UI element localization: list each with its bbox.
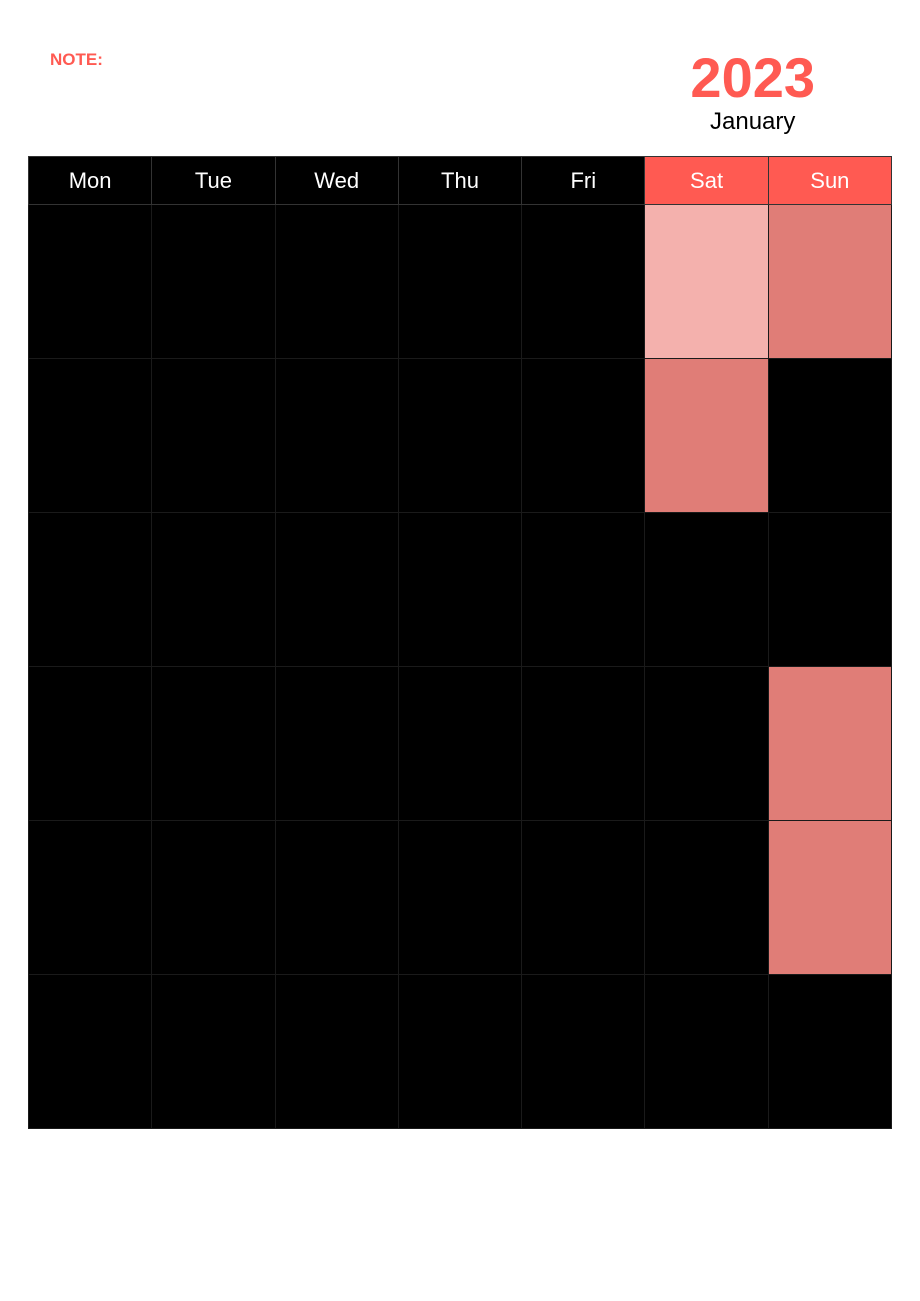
calendar-cell <box>768 359 891 513</box>
calendar-cell <box>398 821 521 975</box>
calendar-cell <box>522 667 645 821</box>
day-header-tue: Tue <box>152 157 275 205</box>
day-header-sat: Sat <box>645 157 768 205</box>
calendar-cell <box>522 821 645 975</box>
month-title: January <box>690 108 815 136</box>
calendar-row <box>29 667 892 821</box>
calendar-cell <box>398 359 521 513</box>
calendar-row <box>29 513 892 667</box>
calendar-cell <box>768 205 891 359</box>
calendar-cell <box>152 821 275 975</box>
calendar-row <box>29 205 892 359</box>
calendar-cell <box>29 821 152 975</box>
day-header-fri: Fri <box>522 157 645 205</box>
note-label: NOTE: <box>50 50 103 70</box>
day-header-wed: Wed <box>275 157 398 205</box>
day-header-sun: Sun <box>768 157 891 205</box>
title-block: 2023 January <box>690 50 880 136</box>
calendar-cell <box>645 975 768 1129</box>
day-header-row: MonTueWedThuFriSatSun <box>29 157 892 205</box>
calendar-cell <box>398 667 521 821</box>
calendar-cell <box>275 359 398 513</box>
calendar-cell <box>275 975 398 1129</box>
calendar-cell <box>645 513 768 667</box>
calendar-cell <box>152 513 275 667</box>
calendar-cell <box>768 975 891 1129</box>
calendar-cell <box>29 667 152 821</box>
calendar-cell <box>29 513 152 667</box>
calendar-body <box>29 205 892 1129</box>
calendar-cell <box>398 513 521 667</box>
calendar-cell <box>152 975 275 1129</box>
calendar-row <box>29 821 892 975</box>
calendar-cell <box>522 975 645 1129</box>
day-header-mon: Mon <box>29 157 152 205</box>
calendar-cell <box>275 821 398 975</box>
calendar-cell <box>645 667 768 821</box>
calendar-grid: MonTueWedThuFriSatSun <box>28 156 892 1129</box>
calendar-cell <box>522 205 645 359</box>
calendar-cell <box>645 359 768 513</box>
calendar-cell <box>398 205 521 359</box>
calendar-cell <box>152 205 275 359</box>
day-header-thu: Thu <box>398 157 521 205</box>
calendar-cell <box>522 359 645 513</box>
calendar-cell <box>275 667 398 821</box>
calendar-header: NOTE: 2023 January <box>0 0 920 156</box>
calendar-cell <box>645 821 768 975</box>
calendar-cell <box>645 205 768 359</box>
calendar-cell <box>398 975 521 1129</box>
calendar-cell <box>768 513 891 667</box>
calendar-cell <box>275 513 398 667</box>
calendar-cell <box>152 667 275 821</box>
calendar-cell <box>768 667 891 821</box>
calendar-cell <box>29 975 152 1129</box>
calendar-row <box>29 975 892 1129</box>
calendar-cell <box>768 821 891 975</box>
calendar-cell <box>29 205 152 359</box>
year-title: 2023 <box>690 50 815 106</box>
calendar-row <box>29 359 892 513</box>
calendar-cell <box>275 205 398 359</box>
calendar-cell <box>29 359 152 513</box>
calendar-cell <box>152 359 275 513</box>
calendar-cell <box>522 513 645 667</box>
